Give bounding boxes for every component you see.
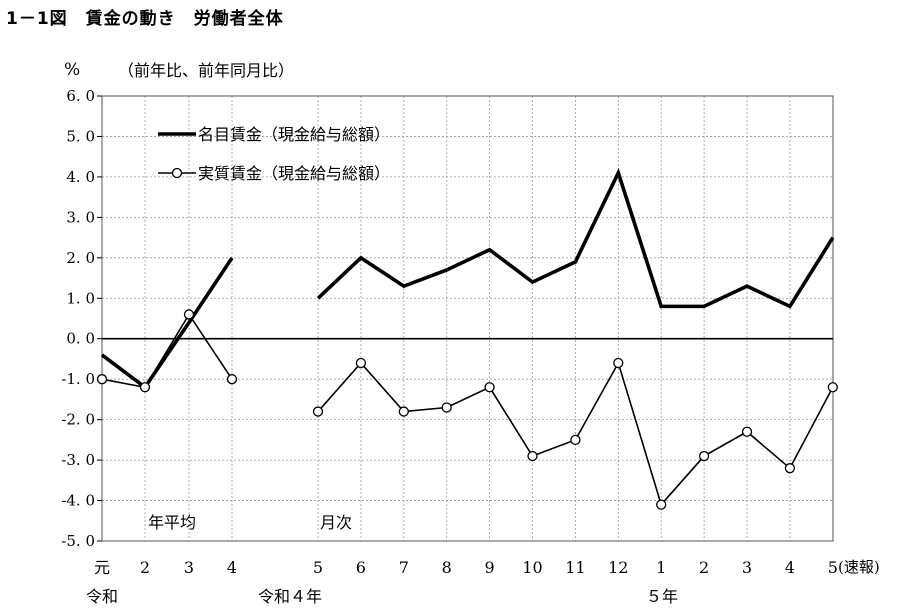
- series-real-point: [441, 402, 452, 413]
- y-tick-labels: 6. 0 5. 0 4. 0 3. 0 2. 0 1. 0 0. 0 -1. 0 -2. 0 -3…: [61, 87, 95, 550]
- y-tick-label: -3. 0: [61, 451, 95, 469]
- legend-marker-real: [171, 167, 183, 179]
- x-tick-label: 9: [485, 558, 495, 577]
- x-tick-label: 10: [522, 558, 542, 577]
- x-group-label-reiwa4: 令和４年: [258, 587, 322, 606]
- series-real-point: [226, 374, 238, 385]
- y-axis-unit: %: [64, 60, 80, 80]
- x-tick-label: 12: [608, 558, 628, 577]
- x-tick-label: 4: [227, 558, 237, 577]
- series-real-point: [656, 499, 667, 510]
- plot-frame: [101, 95, 834, 542]
- series-group: [96, 168, 838, 510]
- x-group-label-year5: ５年: [646, 587, 678, 606]
- y-tick-label: 3. 0: [66, 208, 95, 226]
- y-tick-label: -5. 0: [61, 532, 95, 550]
- x-tick-label: 5: [313, 558, 323, 577]
- series-nominal-annual-line: [100, 256, 234, 390]
- axes: [97, 95, 834, 542]
- series-real-point: [398, 406, 409, 417]
- series-real-annual-line: [101, 312, 233, 389]
- y-tick-label: 0. 0: [66, 330, 95, 348]
- y-tick-label: 1. 0: [66, 289, 95, 307]
- x-group-label-reiwa: 令和: [86, 587, 118, 606]
- legend: 名目賃金（現金給与総額） 実質賃金（現金給与総額）: [158, 125, 390, 183]
- x-tick-label: 5: [828, 558, 838, 577]
- series-real-point: [741, 426, 753, 437]
- x-tick-label: 2: [140, 558, 150, 577]
- y-tick-label: -4. 0: [61, 492, 95, 510]
- series-real-point: [96, 374, 108, 385]
- figure-title: 1－1図 賃金の動き 労働者全体: [6, 9, 284, 29]
- series-real-point: [784, 463, 796, 474]
- section-label-annual: 年平均: [148, 513, 196, 532]
- legend-label-real: 実質賃金（現金給与総額）: [198, 164, 390, 183]
- x-tick-label: 8: [442, 558, 452, 577]
- x-tick-label: 元: [94, 558, 110, 577]
- y-tick-label: 4. 0: [66, 168, 95, 186]
- x-tick-label: 7: [399, 558, 409, 577]
- x-tick-label: 1: [656, 558, 666, 577]
- x-tick-label: 3: [184, 558, 194, 577]
- x-tick-label: 3: [742, 558, 752, 577]
- series-nominal-monthly-line: [316, 168, 835, 309]
- x-tick-suffix-preliminary: (速報): [838, 558, 880, 576]
- series-real-point: [613, 357, 624, 369]
- y-tick-label: -1. 0: [61, 370, 95, 388]
- series-real-point: [570, 434, 581, 446]
- x-tick-label: 11: [565, 558, 585, 577]
- series-real-point: [355, 357, 367, 369]
- x-tick-label: 6: [356, 558, 366, 577]
- x-tick-labels: 元 2 3 4 5 6 7 8 9 10 11 12 1 2 3 4 5: [94, 558, 838, 577]
- y-axis-note: （前年比、前年同月比）: [118, 61, 294, 80]
- series-real-point: [183, 309, 195, 320]
- series-real-point: [827, 382, 838, 393]
- y-tick-label: -2. 0: [61, 411, 95, 429]
- series-real-point: [484, 382, 495, 393]
- y-tick-label: 6. 0: [66, 87, 95, 105]
- series-real-point: [698, 450, 710, 462]
- y-tick-label: 2. 0: [66, 249, 95, 267]
- x-tick-label: 2: [699, 558, 709, 577]
- legend-label-nominal: 名目賃金（現金給与総額）: [198, 125, 390, 144]
- section-label-monthly: 月次: [320, 513, 352, 532]
- series-real-point: [527, 450, 538, 462]
- series-real-point: [139, 382, 151, 393]
- grid-lines: [102, 95, 834, 542]
- x-tick-label: 4: [785, 558, 795, 577]
- y-tick-label: 5. 0: [66, 127, 95, 145]
- series-real-point: [312, 406, 324, 417]
